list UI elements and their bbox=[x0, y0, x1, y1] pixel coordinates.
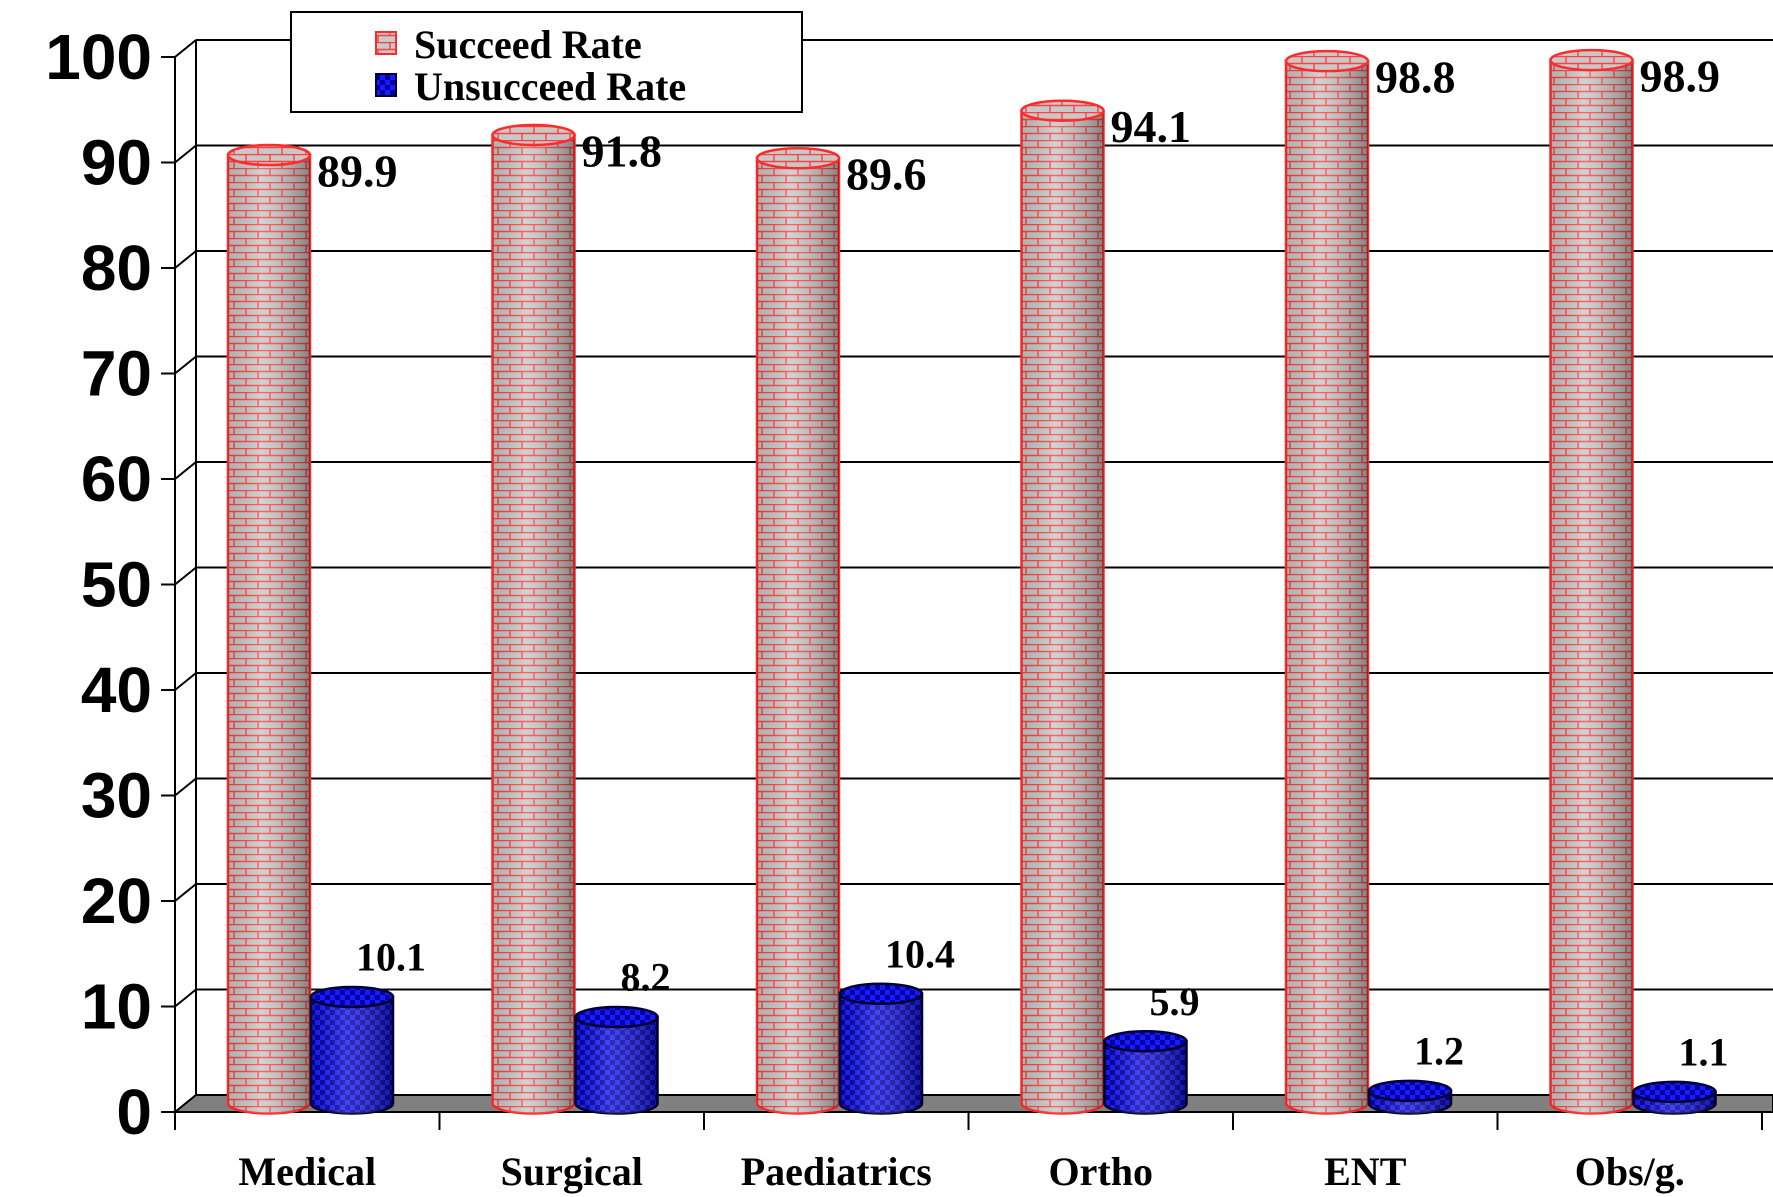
y-tick-label: 60 bbox=[81, 443, 152, 515]
gridline-side bbox=[174, 461, 197, 480]
bar-shade bbox=[1550, 60, 1633, 1114]
data-label-unsucceed: 10.1 bbox=[356, 934, 426, 979]
gridline-side bbox=[174, 566, 197, 586]
data-label-unsucceed: 1.2 bbox=[1414, 1028, 1464, 1073]
x-axis: Medical Surgical Paediatrics Ortho ENT Obs/g. bbox=[174, 1111, 1773, 1194]
bar-shade bbox=[311, 996, 393, 1114]
x-tick-label: Paediatrics bbox=[741, 1149, 932, 1194]
data-label-succeed: 94.1 bbox=[1111, 101, 1192, 152]
y-tick-label: 90 bbox=[81, 127, 152, 199]
gridlines bbox=[174, 39, 1773, 1008]
y-axis: 0 10 20 30 40 50 60 70 80 90 100 bbox=[45, 21, 175, 1148]
data-label-succeed: 98.8 bbox=[1375, 52, 1456, 103]
y-tick-label: 40 bbox=[81, 654, 152, 726]
x-tick-label: Obs/g. bbox=[1575, 1149, 1685, 1194]
y-tick-label: 70 bbox=[81, 338, 152, 410]
bar-top bbox=[1632, 1080, 1717, 1104]
bar-top bbox=[838, 982, 924, 1006]
y-tick-label: 50 bbox=[81, 549, 152, 621]
bar-top bbox=[1367, 1079, 1453, 1103]
chart-floor bbox=[172, 1094, 1773, 1113]
gridline-side bbox=[174, 250, 197, 269]
bar-top bbox=[1284, 49, 1370, 73]
gridline-side bbox=[174, 777, 197, 797]
bar-top bbox=[226, 143, 312, 167]
x-tick-label: Surgical bbox=[501, 1149, 643, 1194]
bar-top bbox=[491, 123, 576, 147]
bar-shade bbox=[492, 135, 575, 1114]
x-tick-label: ENT bbox=[1324, 1149, 1407, 1194]
bar-unsucceed bbox=[1103, 1030, 1188, 1115]
gridline-side bbox=[174, 988, 197, 1008]
bar-succeed bbox=[491, 123, 576, 1115]
data-label-succeed: 98.9 bbox=[1640, 51, 1721, 102]
bar-shade bbox=[575, 1016, 658, 1114]
bar-unsucceed bbox=[574, 1005, 659, 1115]
x-tick-label: Ortho bbox=[1049, 1149, 1153, 1194]
data-label-succeed: 91.8 bbox=[582, 126, 663, 177]
y-tick-label: 100 bbox=[45, 21, 152, 93]
y-tick-label: 20 bbox=[81, 865, 152, 937]
bar-top bbox=[1549, 48, 1634, 72]
bar-succeed bbox=[1284, 49, 1370, 1115]
bars bbox=[226, 48, 1717, 1115]
data-label-succeed: 89.6 bbox=[846, 149, 927, 200]
legend: Succeed Rate Unsucceed Rate bbox=[290, 11, 803, 113]
bar-succeed bbox=[226, 143, 312, 1115]
legend-swatch-succeed bbox=[375, 31, 397, 55]
bar-shade bbox=[840, 993, 922, 1114]
gridline-side bbox=[174, 672, 197, 691]
gridline-side bbox=[174, 355, 197, 375]
bar-unsucceed bbox=[838, 982, 924, 1115]
x-tick-label: Medical bbox=[238, 1149, 376, 1194]
bar-unsucceed bbox=[309, 985, 395, 1115]
gridline-side bbox=[174, 39, 197, 58]
bar-top bbox=[755, 146, 841, 170]
bar-top bbox=[1103, 1030, 1188, 1053]
data-label-unsucceed: 10.4 bbox=[885, 931, 955, 976]
y-tick-label: 30 bbox=[81, 760, 152, 832]
bar-unsucceed bbox=[1632, 1080, 1717, 1115]
gridline-side bbox=[174, 144, 197, 164]
data-label-succeed: 89.9 bbox=[317, 146, 398, 197]
data-label-unsucceed: 1.1 bbox=[1679, 1029, 1729, 1074]
bar-top bbox=[309, 985, 395, 1009]
bar-succeed bbox=[1549, 48, 1634, 1115]
bar-shade bbox=[1021, 110, 1104, 1114]
y-tick-label: 80 bbox=[81, 232, 152, 304]
bar-succeed bbox=[1020, 99, 1105, 1115]
bar-top bbox=[574, 1005, 659, 1029]
bar-shade bbox=[756, 158, 839, 1114]
data-labels: 89.9 91.8 89.6 94.1 98.8 98.9 10.1 8.2 10.4 5.9 1.… bbox=[317, 51, 1729, 1075]
y-tick-label: 0 bbox=[116, 1076, 152, 1148]
y-tick-label: 10 bbox=[81, 971, 152, 1043]
floor-plane bbox=[172, 1094, 1773, 1113]
bar-shade bbox=[1286, 61, 1368, 1114]
legend-label-succeed: Succeed Rate bbox=[414, 22, 642, 67]
bar-shade bbox=[228, 155, 310, 1114]
gridline-side bbox=[174, 883, 197, 902]
legend-label-unsucceed: Unsucceed Rate bbox=[414, 64, 686, 109]
legend-swatch-unsucceed bbox=[375, 73, 397, 97]
data-label-unsucceed: 8.2 bbox=[621, 954, 671, 999]
data-label-unsucceed: 5.9 bbox=[1150, 979, 1200, 1024]
bar-unsucceed bbox=[1367, 1079, 1453, 1115]
bar-shade bbox=[1104, 1041, 1187, 1114]
bar-top bbox=[1020, 99, 1105, 122]
bar-succeed bbox=[755, 146, 841, 1115]
